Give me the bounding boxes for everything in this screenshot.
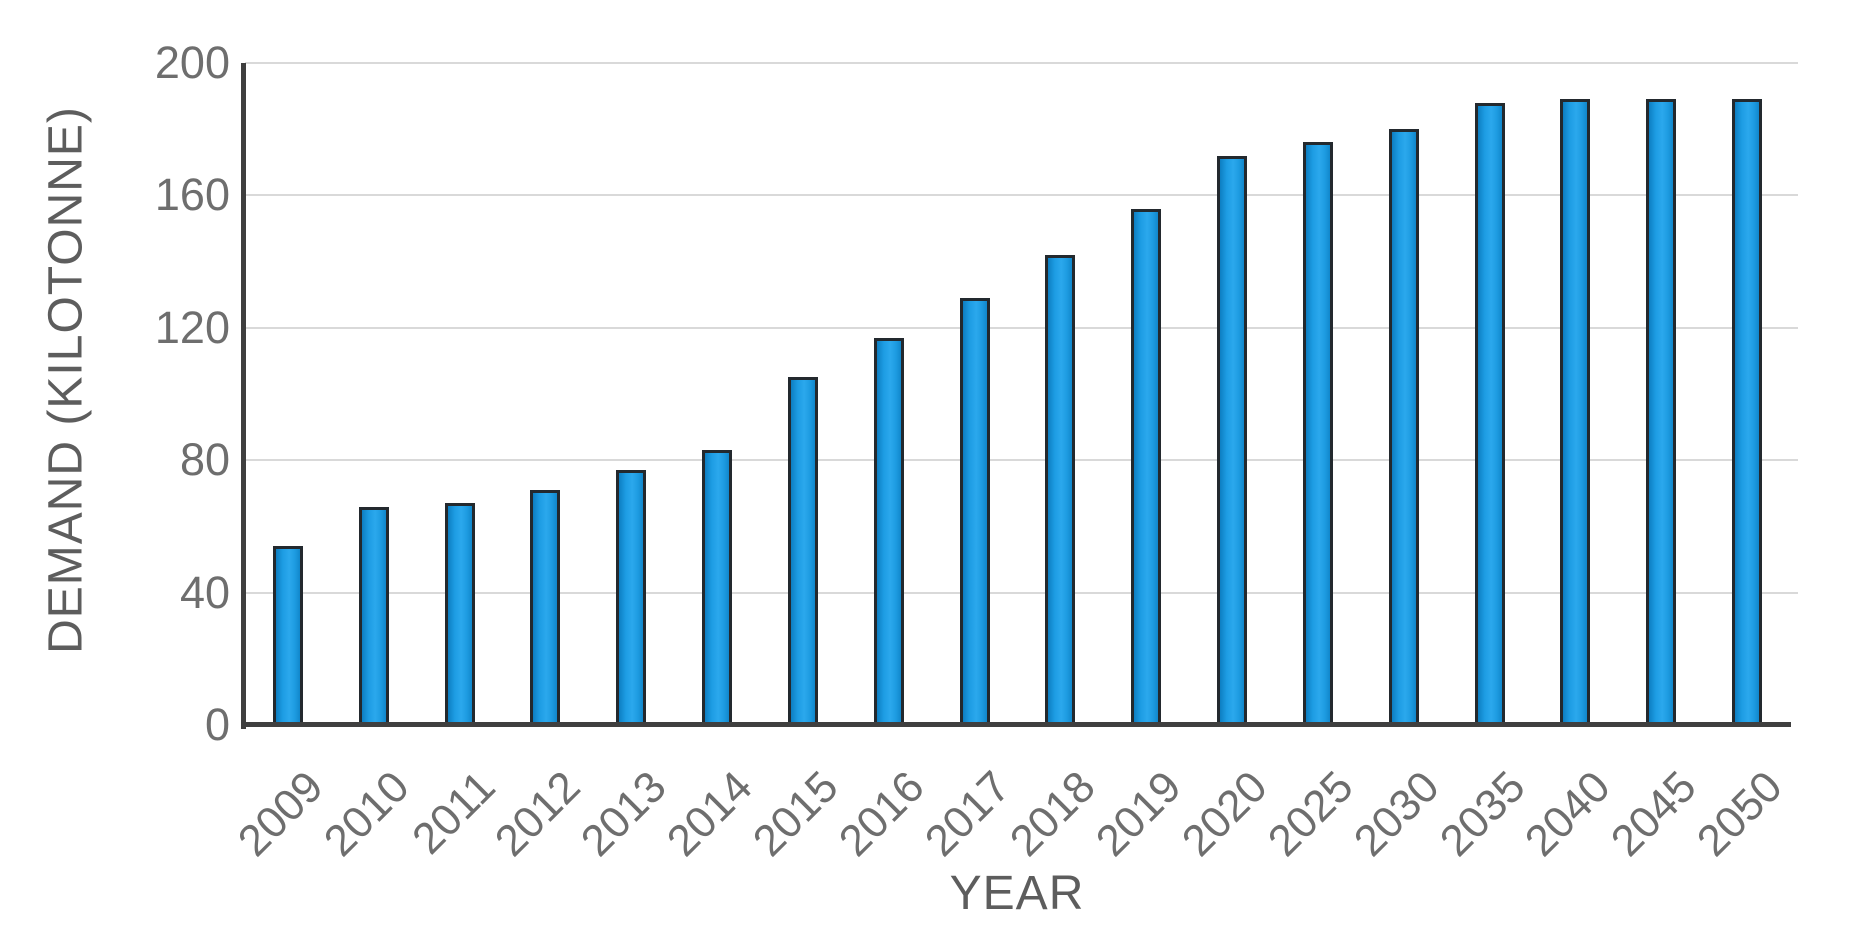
bar xyxy=(1474,102,1505,725)
y-tick-label: 40 xyxy=(179,566,230,618)
y-tick-label: 160 xyxy=(154,169,230,221)
gridline xyxy=(245,326,1798,329)
y-tick-label: 80 xyxy=(179,434,230,486)
bar xyxy=(1560,99,1591,725)
bar xyxy=(1646,99,1677,725)
bar xyxy=(272,546,303,725)
bar xyxy=(1302,142,1333,725)
x-axis-line xyxy=(241,722,1791,727)
bar xyxy=(444,503,475,725)
plot-area xyxy=(241,62,1798,729)
bar xyxy=(358,506,389,725)
y-axis-line xyxy=(241,63,246,729)
bar xyxy=(873,337,904,725)
gridline xyxy=(245,591,1798,594)
bar xyxy=(959,298,990,725)
bar xyxy=(1131,208,1162,725)
bar xyxy=(1045,254,1076,725)
bar xyxy=(787,377,818,725)
gridline xyxy=(245,459,1798,462)
bar xyxy=(616,470,647,725)
bar xyxy=(530,490,561,725)
y-tick-label: 120 xyxy=(154,301,230,353)
bar xyxy=(1388,129,1419,725)
gridline xyxy=(245,194,1798,197)
y-tick-label: 200 xyxy=(154,37,230,88)
x-axis-title: YEAR xyxy=(949,867,1085,920)
gridline xyxy=(245,62,1798,64)
bar xyxy=(702,450,733,725)
bar xyxy=(1217,155,1248,725)
bar xyxy=(1732,99,1763,725)
y-tick-label: 0 xyxy=(204,699,230,750)
